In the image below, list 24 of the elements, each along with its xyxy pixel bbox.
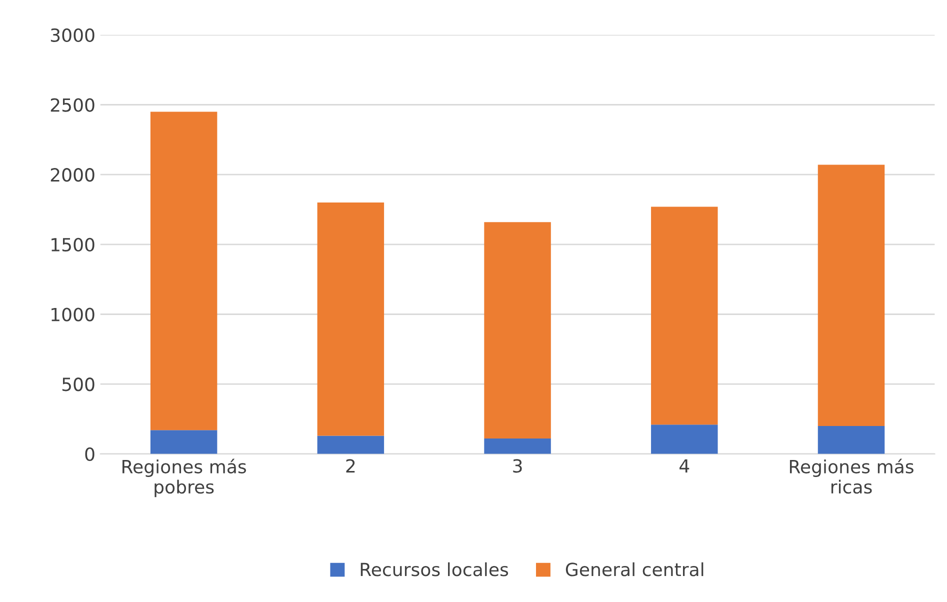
bar	[317, 436, 384, 454]
y-tick-label: 3000	[50, 28, 94, 42]
bar	[818, 164, 885, 426]
x-tick-label: 4	[680, 459, 690, 472]
bar	[150, 430, 218, 454]
bar	[484, 438, 551, 454]
legend-label: General central	[566, 562, 704, 576]
bar	[484, 222, 551, 439]
x-tick-label: Regiones más ricas	[790, 458, 914, 494]
legend-label: Recursos locales	[360, 562, 508, 576]
y-tick-label: 2500	[50, 98, 94, 112]
x-tick-label: 3	[513, 459, 522, 473]
x-tick-label: 2	[346, 459, 355, 472]
bar	[651, 424, 718, 454]
bar	[317, 202, 384, 436]
x-tick-label: Regiones más pobres	[122, 458, 246, 498]
bar	[150, 112, 218, 430]
y-tick-label: 0	[85, 447, 94, 462]
bar	[818, 426, 885, 454]
y-tick-label: 1500	[52, 238, 94, 252]
y-tick-label: 500	[62, 378, 94, 392]
y-tick-label: 2000	[50, 168, 94, 182]
y-tick-label: 1000	[52, 308, 94, 322]
bar	[651, 206, 718, 425]
